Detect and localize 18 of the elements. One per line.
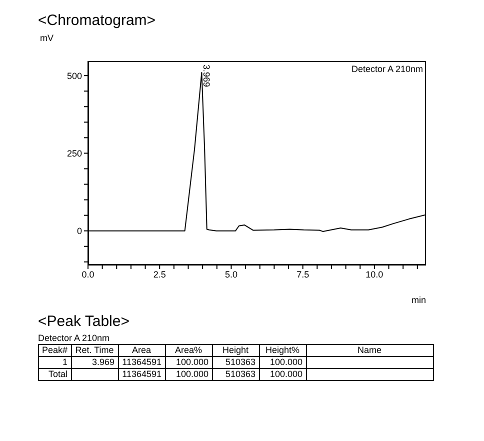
y-tick-label: 250: [66, 148, 82, 158]
text: Peak# Ret. Time Area Area% Height Height% Name: [42, 345, 382, 355]
text: <Peak Table>: [38, 313, 130, 330]
text: Detector A 210nm: [38, 333, 111, 343]
chart-title: <Chromatogram>: [38, 12, 157, 29]
y-tick-label: 0: [76, 226, 82, 236]
text: Total 11364591 100.000 510363 100.000: [48, 369, 303, 379]
annotation: Detector A 210nm: [351, 64, 423, 74]
x-axis-title: min: [411, 295, 426, 305]
x-tick-label: 10.0: [366, 269, 384, 280]
x-tick-label: 0.0: [82, 269, 94, 280]
x-tick-label: 5.0: [224, 269, 238, 280]
y-axis-title: mV: [40, 33, 54, 43]
text: 1 3.969 11364591 100.000 510363 100.000: [62, 357, 303, 367]
y-tick-label: 500: [66, 70, 82, 81]
x-tick-label: 7.5: [296, 269, 310, 280]
annotation: 3.969: [201, 64, 212, 88]
x-tick-label: 2.5: [153, 269, 166, 280]
